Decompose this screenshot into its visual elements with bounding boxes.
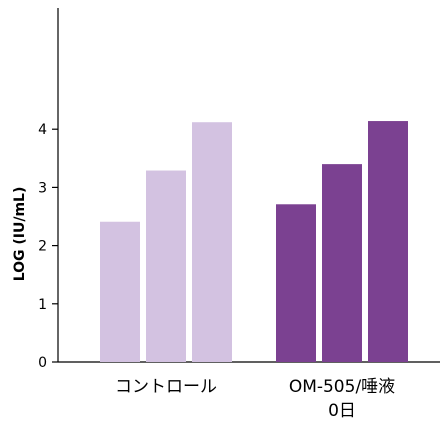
category-label-2-line-2: 0日 — [328, 401, 356, 421]
category-label-2-line-1: OM-505/唾液 — [289, 377, 395, 397]
y-tick-label: 3 — [38, 180, 47, 196]
bar-group-1-bar-2 — [146, 170, 186, 362]
y-tick-label: 0 — [38, 355, 47, 371]
y-tick-label: 4 — [38, 122, 47, 138]
y-tick-label: 2 — [38, 239, 47, 255]
bar-group-2-bar-2 — [322, 164, 362, 362]
bar-group-2-bar-1 — [276, 204, 316, 362]
bar-group-1-bar-3 — [192, 122, 232, 362]
bar-group-1-bar-1 — [100, 221, 140, 362]
bar-group-2-bar-3 — [368, 121, 408, 362]
y-tick-label: 1 — [38, 297, 47, 313]
y-axis-label: LOG (IU/mL) — [12, 187, 28, 282]
chart-bars — [100, 121, 408, 362]
category-label-1-line-1: コントロール — [115, 377, 217, 397]
chart-labels: 0 1 2 3 4 LOG (IU/mL) コントロール OM-505/唾液 0日 — [12, 122, 395, 421]
